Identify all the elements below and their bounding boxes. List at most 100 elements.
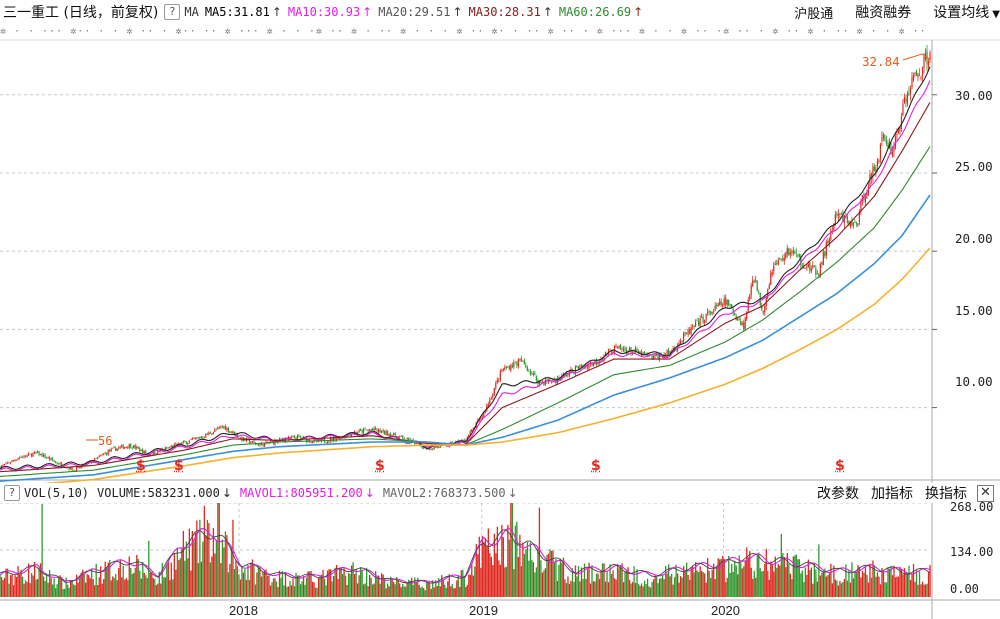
candle-body (115, 447, 117, 451)
volume-bar (655, 577, 658, 597)
dividend-marker[interactable]: $ (375, 458, 385, 474)
volume-bar (792, 556, 794, 597)
volume-bar (774, 556, 776, 597)
volume-bar (547, 553, 550, 597)
volume-bar (314, 587, 317, 597)
candle-body (334, 437, 336, 441)
volume-bar (657, 583, 659, 597)
set-ma-link[interactable]: 设置均线 ▼ (933, 2, 1000, 22)
mavol-line (0, 527, 931, 584)
volume-bar (145, 575, 147, 597)
volume-bar (59, 575, 61, 597)
margin-trading-link[interactable]: 融资融券 (855, 5, 912, 21)
volume-bar (750, 567, 752, 597)
volume-bar (11, 574, 13, 597)
candle-body (481, 416, 483, 419)
volume-bar (846, 580, 849, 597)
help-icon[interactable]: ? (164, 4, 181, 20)
dividend-marker[interactable]: $ (136, 458, 146, 474)
volume-bar (619, 565, 622, 597)
candle-body (179, 443, 181, 445)
volume-bar (266, 575, 269, 597)
candle-body (299, 436, 302, 438)
candle-body (365, 429, 368, 431)
candle-body (193, 437, 195, 439)
candle-body (232, 431, 234, 433)
volume-bar (501, 524, 503, 597)
candle-body (915, 71, 918, 76)
switch-indicator-button[interactable]: 换指标 (925, 486, 967, 502)
candle-body (155, 453, 157, 455)
volume-help-icon[interactable]: ? (4, 485, 20, 501)
candle-body (893, 147, 895, 152)
candle-body (929, 52, 931, 60)
candle-body (714, 305, 716, 311)
shgt-link[interactable]: 沪股通 (794, 6, 834, 22)
candle-body (119, 446, 121, 448)
candle-body (604, 352, 607, 356)
candle-body (625, 349, 628, 354)
volume-bar (543, 570, 545, 597)
volume-bar (2, 579, 4, 597)
change-params-button[interactable]: 改参数 (817, 486, 859, 502)
candle-body (705, 314, 707, 320)
candle-body (747, 299, 749, 312)
volume-bar (855, 571, 858, 597)
candle-body (50, 458, 52, 461)
candle-body (505, 366, 507, 369)
candle-body (328, 441, 330, 443)
volume-bar (900, 568, 903, 597)
volume-bar (725, 581, 727, 597)
dividend-marker[interactable]: $ (591, 458, 601, 474)
volume-bar (447, 581, 449, 597)
candle-body (628, 347, 631, 351)
close-icon[interactable]: ✕ (977, 484, 994, 502)
volume-bar (478, 536, 480, 597)
candle-body (139, 448, 141, 452)
mavol1-value: MAVOL1:805951.200 (239, 486, 363, 500)
candle-body (169, 447, 171, 449)
candle-body (194, 437, 196, 440)
volume-bar (254, 584, 257, 597)
volume-indicator-name: VOL(5,10) (24, 486, 90, 500)
candle-body (493, 388, 495, 396)
candle-body (792, 250, 794, 254)
candle-body (190, 439, 192, 441)
candle-body (95, 457, 97, 459)
candle-body (56, 462, 58, 464)
volume-bar (224, 531, 227, 597)
candle-body (27, 453, 30, 455)
volume-bar (142, 561, 144, 597)
candle-body (408, 437, 410, 440)
candle-body (654, 353, 656, 357)
volume-bar (673, 577, 676, 597)
volume-bar (352, 562, 354, 597)
volume-bar (253, 564, 255, 597)
candle-body (214, 429, 216, 432)
volume-bar (582, 579, 584, 597)
candle-body (881, 137, 883, 142)
price-axis-label: 10.00 (955, 374, 993, 389)
candle-body (502, 369, 504, 371)
candle-body (229, 431, 231, 433)
candle-body (370, 429, 372, 431)
candle-body (797, 254, 799, 256)
dividend-marker[interactable]: $ (174, 458, 184, 474)
volume-bar (233, 569, 236, 597)
volume-bar (834, 579, 837, 597)
dividend-marker[interactable]: $ (835, 458, 845, 474)
candle-body (433, 446, 435, 450)
volume-bar (555, 559, 557, 597)
candle-body (634, 348, 637, 352)
candle-body (717, 303, 719, 306)
candle-body (783, 257, 785, 261)
volume-bar (128, 556, 130, 597)
volume-bar (525, 549, 527, 597)
candle-body (900, 116, 903, 129)
candle-body (140, 449, 142, 451)
candle-body (716, 305, 718, 307)
add-indicator-button[interactable]: 加指标 (871, 486, 913, 502)
volume-bar (57, 577, 60, 597)
candle-body (732, 308, 734, 314)
